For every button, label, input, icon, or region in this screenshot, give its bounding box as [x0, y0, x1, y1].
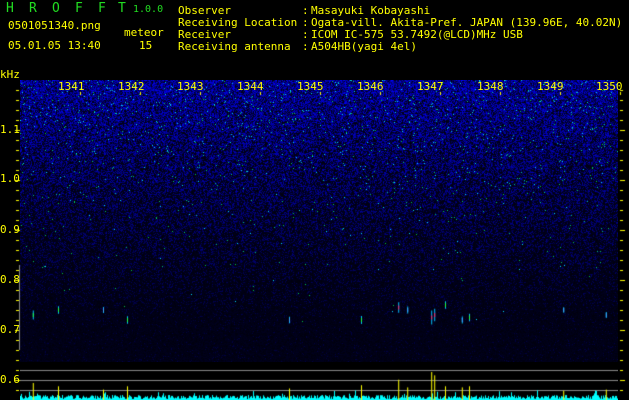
- filename: 0501051340.png: [8, 19, 101, 32]
- info-sep: :: [302, 40, 309, 53]
- meteor-count: 15: [139, 39, 153, 52]
- info-label: Receiving antenna: [178, 40, 291, 53]
- title-letter: F: [75, 1, 83, 16]
- x-tick-label: 1350: [596, 80, 623, 93]
- x-tick-label: 1342: [118, 80, 145, 93]
- datetime: 05.01.05 13:40: [8, 39, 101, 52]
- version: 1.0.0: [133, 4, 164, 15]
- spectrogram: [20, 80, 618, 362]
- meteor-label: meteor: [124, 26, 164, 39]
- title-letter: T: [118, 1, 126, 16]
- title-letter: F: [98, 1, 106, 16]
- x-tick-label: 1349: [537, 80, 564, 93]
- y-tick-label: 0.6: [0, 373, 20, 386]
- x-tick-label: 1344: [237, 80, 264, 93]
- y-axis-unit: kHz: [0, 68, 20, 81]
- x-tick-label: 1347: [417, 80, 444, 93]
- y-tick-label: 0.8: [0, 273, 20, 286]
- x-tick-label: 1343: [177, 80, 204, 93]
- x-tick-label: 1348: [477, 80, 504, 93]
- x-tick-label: 1345: [297, 80, 324, 93]
- antenna-value: A504HB(yagi 4el): [311, 40, 417, 53]
- y-tick-label: 0.7: [0, 323, 20, 336]
- title-letter: H: [6, 1, 14, 16]
- y-tick-label: 1.0: [0, 172, 20, 185]
- x-tick-label: 1346: [357, 80, 384, 93]
- title-letter: O: [52, 1, 60, 16]
- y-tick-label: 1.1: [0, 123, 20, 136]
- x-tick-label: 1341: [58, 80, 85, 93]
- echo-strength-panel: [20, 362, 618, 400]
- y-tick-label: 0.9: [0, 223, 20, 236]
- title-letter: R: [29, 1, 37, 16]
